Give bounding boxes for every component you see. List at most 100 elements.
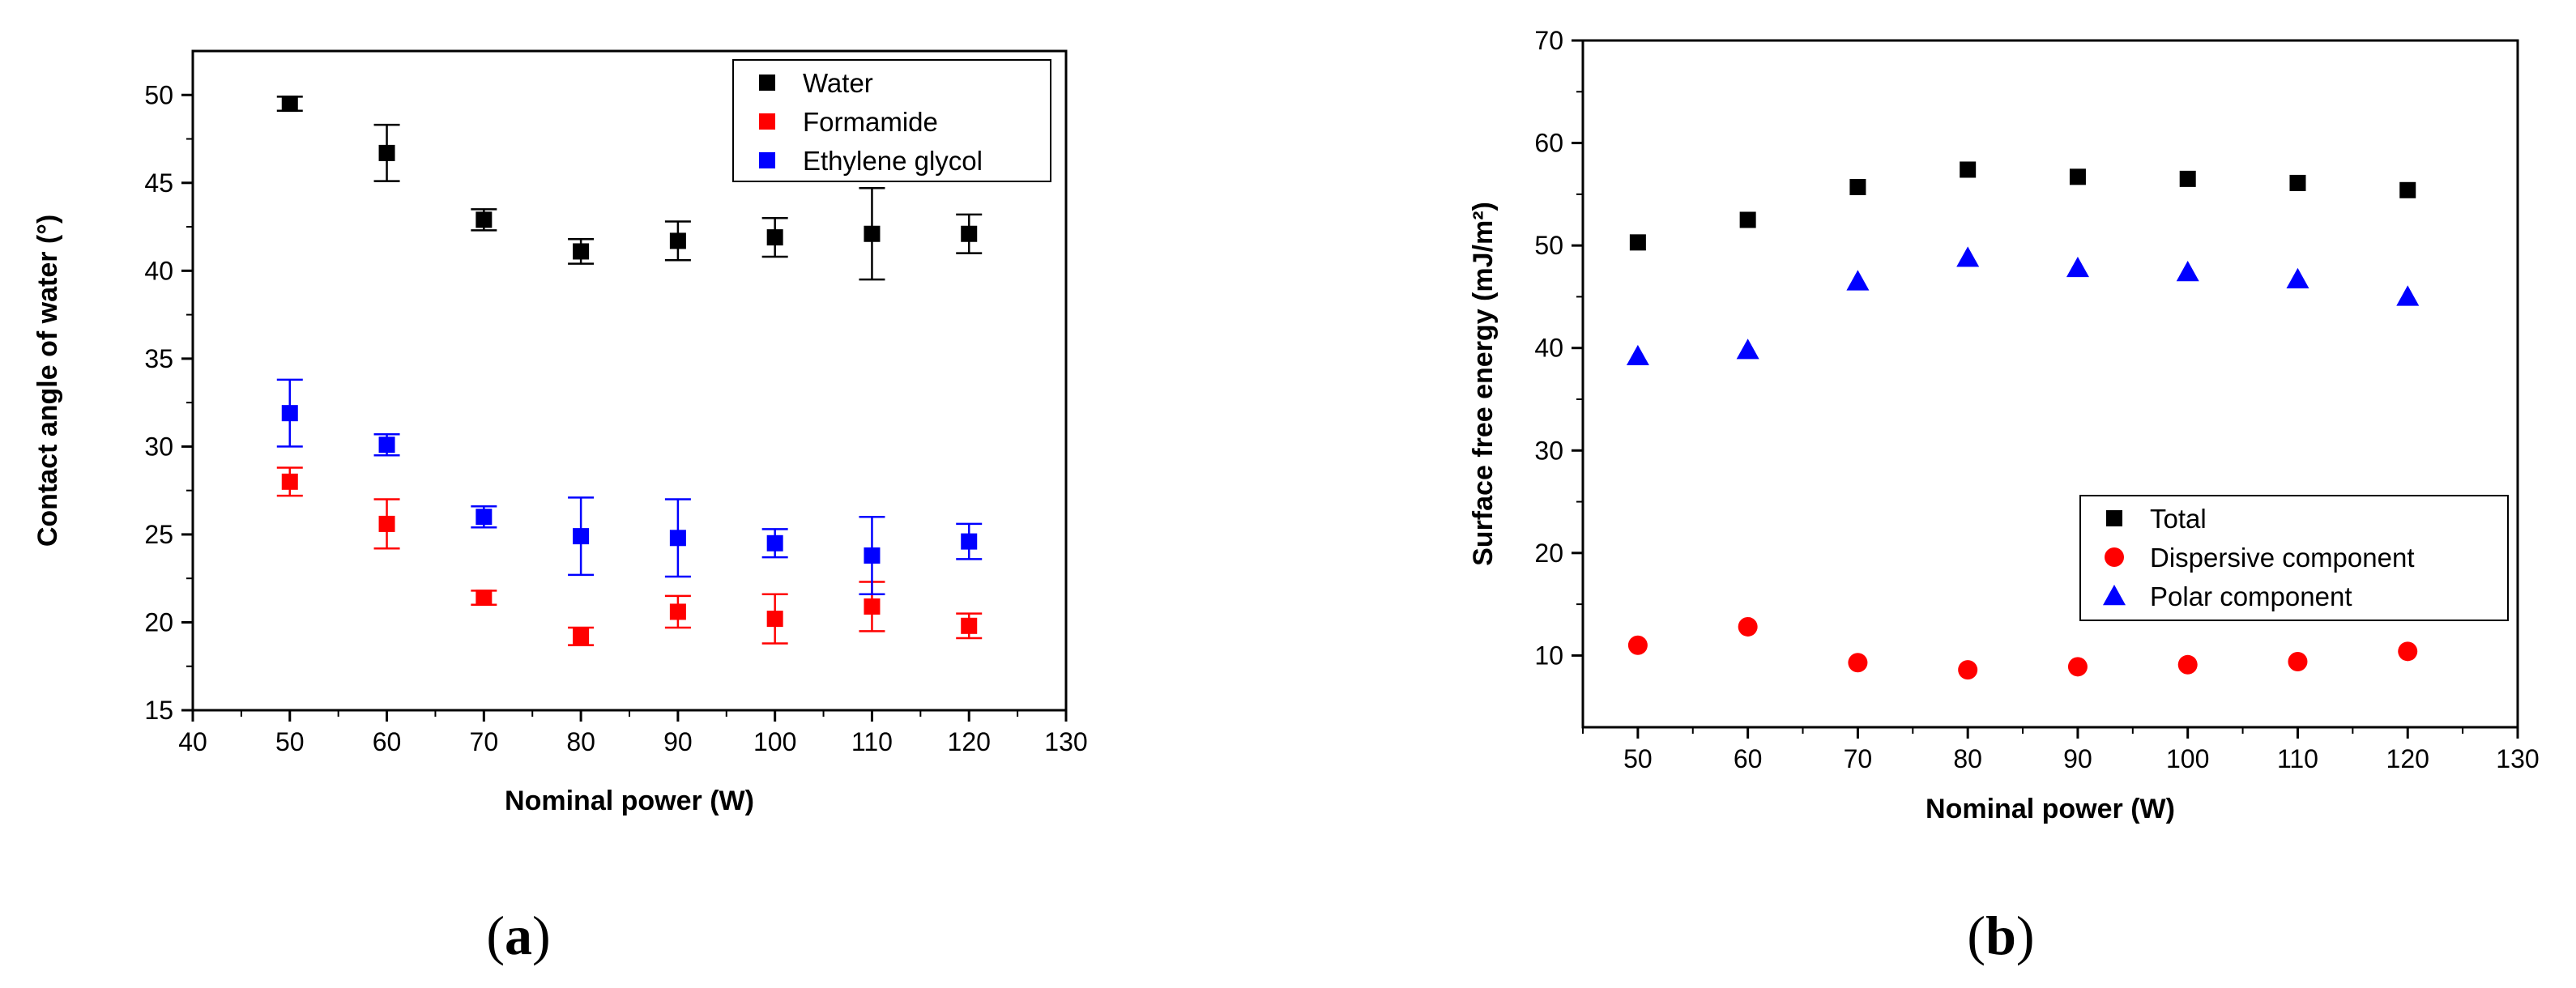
data-point (2177, 654, 2198, 675)
x-tick-label: 60 (1734, 744, 1763, 773)
y-tick-label: 30 (1534, 436, 1563, 465)
x-tick-label: 60 (373, 727, 402, 756)
plot-frame (1581, 39, 2519, 729)
data-point (2396, 285, 2420, 306)
y-tick-label: 20 (144, 607, 173, 637)
legend-label: Water (803, 68, 873, 98)
x-tick-label: 130 (2496, 744, 2539, 773)
x-tick-label: 80 (566, 727, 595, 756)
data-point (1846, 270, 1870, 291)
data-point (2288, 651, 2308, 671)
x-tick-label: 100 (753, 727, 796, 756)
x-tick-label: 110 (851, 727, 893, 756)
series-polar-component (1626, 246, 2420, 366)
y-tick-label: 60 (1534, 129, 1563, 158)
x-tick-label: 70 (1844, 744, 1873, 773)
legend-marker (2106, 510, 2122, 526)
y-tick-label: 25 (144, 520, 173, 549)
data-point (1958, 660, 1978, 680)
data-point (281, 473, 298, 490)
y-tick-label: 40 (144, 256, 173, 285)
data-point (2069, 168, 2086, 185)
data-point (378, 144, 395, 161)
data-point (1956, 246, 1980, 267)
x-tick-label: 80 (1953, 744, 1982, 773)
y-tick-label: 50 (144, 80, 173, 109)
data-point (1627, 635, 1648, 655)
legend-label: Total (2150, 504, 2207, 534)
data-point (766, 229, 783, 246)
chart-surface-free-energy: 50 60 70 80 90 100 110 120 130 10 20 30 40 50 60 70 Nomi… (1468, 26, 2540, 824)
chart-contact-angle: 40 50 60 70 80 90 100 110 120 130 15 20 25 30 35 40 45 50… (32, 49, 1088, 816)
data-point (1736, 339, 1759, 360)
data-point (1626, 344, 1649, 366)
x-axis-title: Nominal power (W) (505, 786, 754, 816)
data-point (864, 547, 881, 564)
data-point (281, 96, 298, 113)
data-point (573, 628, 590, 645)
legend-box (732, 59, 1051, 182)
y-tick-label: 40 (1534, 334, 1563, 363)
data-point (573, 528, 590, 545)
x-tick-label: 50 (275, 727, 305, 756)
data-point (961, 225, 978, 242)
data-point (1848, 653, 1868, 673)
y-tick-label: 45 (144, 168, 173, 198)
y-tick-label: 15 (144, 696, 173, 725)
series-ethylene-glycol (276, 378, 983, 595)
legend-marker (759, 75, 775, 91)
data-point (2286, 267, 2309, 289)
legend: Total Dispersive component Polar component (2079, 495, 2509, 621)
legend-label: Formamide (803, 107, 938, 137)
legend-marker (759, 113, 775, 130)
legend-label: Ethylene glycol (803, 146, 983, 176)
series-total (1629, 161, 2416, 251)
x-tick-label: 120 (948, 727, 991, 756)
data-point (1738, 616, 1758, 637)
data-point (1739, 211, 1756, 228)
data-point (669, 530, 686, 547)
panel-label-b: (b) (1967, 905, 2034, 966)
y-tick-label: 20 (1534, 539, 1563, 568)
x-tick-label: 120 (2386, 744, 2429, 773)
x-tick-label: 70 (470, 727, 499, 756)
series-formamide (276, 466, 983, 646)
data-point (961, 617, 978, 634)
data-point (1849, 178, 1866, 195)
legend-marker (2105, 547, 2124, 567)
data-point (669, 603, 686, 620)
panel-label-a: (a) (486, 905, 550, 966)
data-point (378, 437, 395, 454)
y-tick-label: 70 (1534, 26, 1563, 55)
data-point (2179, 170, 2196, 187)
data-point (281, 405, 298, 422)
data-point (2067, 657, 2088, 677)
data-point (378, 515, 395, 532)
legend-label: Polar component (2150, 581, 2352, 611)
data-point (2289, 174, 2306, 191)
x-tick-label: 100 (2166, 744, 2209, 773)
data-point (476, 211, 493, 228)
series-dispersive-component (1627, 616, 2418, 680)
legend: Water Formamide Ethylene glycol (732, 59, 1051, 182)
data-point (1629, 234, 1646, 251)
y-tick-label: 50 (1534, 231, 1563, 260)
x-axis-title: Nominal power (W) (1926, 794, 2175, 824)
data-point (864, 598, 881, 615)
x-tick-label: 110 (2277, 744, 2318, 773)
x-tick-label: 130 (1044, 727, 1087, 756)
x-tick-label: 40 (178, 727, 207, 756)
data-point (766, 611, 783, 628)
data-point (1960, 161, 1977, 178)
legend-box (2079, 495, 2509, 621)
legend-marker (759, 152, 775, 168)
data-point (864, 225, 881, 242)
data-point (961, 533, 978, 550)
legend-marker (2103, 585, 2126, 606)
data-point (2399, 181, 2416, 198)
data-point (766, 534, 783, 551)
data-point (2176, 261, 2199, 282)
y-axis-title: Contact angle of water (°) (32, 215, 63, 547)
y-tick-label: 35 (144, 344, 173, 373)
